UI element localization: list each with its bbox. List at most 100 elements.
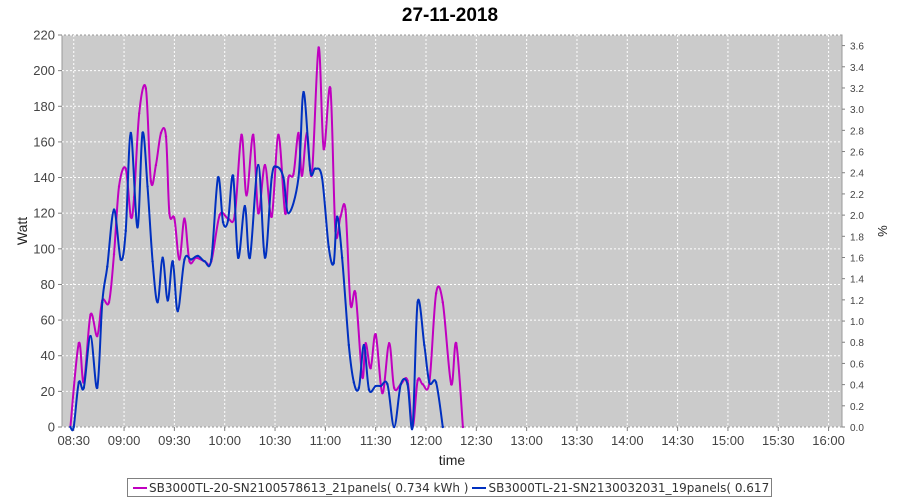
y2-tick-label: 1.4 [850, 275, 864, 286]
y2-tick-label: 1.6 [850, 253, 864, 264]
data-point-series-1 [112, 252, 116, 256]
data-point-series-2 [183, 258, 186, 261]
data-point-series-1 [154, 163, 158, 167]
y-tick-label: 120 [33, 206, 55, 221]
data-point-series-1 [322, 147, 325, 151]
data-point-series-2 [386, 383, 389, 386]
data-point-series-1 [270, 215, 273, 218]
x-tick-label: 11:00 [310, 433, 342, 448]
y-tick-label: 40 [41, 348, 55, 363]
x-tick-label: 10:00 [208, 433, 241, 448]
data-point-series-1 [149, 179, 153, 183]
gridlines [62, 34, 842, 428]
data-point-series-1 [287, 176, 290, 179]
data-point-series-2 [129, 131, 132, 135]
data-point-series-1 [297, 131, 300, 135]
data-point-series-2 [156, 301, 159, 304]
data-point-series-2 [171, 260, 174, 263]
data-point-series-2 [176, 309, 179, 313]
data-point-series-2 [166, 299, 169, 302]
data-point-series-1 [441, 301, 444, 304]
legend-swatch-series-2 [472, 486, 487, 489]
data-point-series-2 [275, 165, 278, 169]
y2-tick-label: 0.6 [850, 359, 864, 370]
y-axis-right: 0.0 0.2 0.4 0.6 0.8 1.0 1.2 1.4 1.6 1.8 2.0 2.2 2.4 2… [842, 42, 864, 434]
y2-tick-label: 2.4 [850, 169, 864, 180]
x-tick-label: 12:00 [410, 433, 443, 448]
y2-tick-label: 0.8 [850, 338, 864, 349]
y2-tick-label: 1.0 [850, 317, 864, 328]
data-point-series-1 [369, 367, 372, 370]
data-point-series-1 [349, 302, 352, 306]
data-point-series-2 [374, 384, 377, 388]
plot-area [61, 34, 843, 428]
data-point-series-2 [72, 425, 75, 429]
data-point-series-1 [329, 87, 332, 90]
data-point-series-2 [243, 204, 247, 208]
data-point-series-2 [347, 343, 351, 347]
y-tick-label: 0 [48, 420, 55, 435]
data-point-series-2 [203, 260, 206, 263]
y2-tick-label: 2.0 [850, 211, 864, 222]
x-tick-label: 13:30 [561, 433, 594, 448]
data-point-series-1 [387, 342, 391, 345]
data-point-series-1 [292, 172, 295, 176]
data-point-series-2 [309, 169, 312, 172]
data-point-series-2 [270, 176, 273, 179]
data-point-series-2 [332, 261, 335, 265]
data-point-series-1 [361, 375, 364, 379]
data-point-series-2 [287, 211, 290, 215]
data-point-series-1 [124, 167, 127, 170]
y2-tick-label: 2.2 [850, 190, 864, 201]
data-point-series-2 [428, 381, 431, 384]
legend-item: SB3000TL-21-SN2130032031_19panels( 0.617… [472, 480, 771, 495]
data-point-series-2 [423, 343, 426, 347]
data-point-series-2 [119, 258, 122, 261]
data-point-series-1 [283, 211, 287, 215]
data-point-series-1 [183, 217, 186, 220]
data-point-series-2 [196, 254, 200, 258]
data-point-series-2 [441, 425, 444, 429]
data-point-series-2 [352, 381, 356, 384]
data-point-series-2 [161, 256, 164, 259]
y-tick-label: 200 [33, 63, 55, 78]
data-point-series-1 [344, 208, 347, 211]
x-tick-label: 15:30 [762, 433, 795, 448]
chart-title: 27-11-2018 [402, 5, 498, 26]
data-point-series-2 [263, 256, 267, 259]
data-point-series-2 [89, 334, 92, 338]
data-point-series-2 [231, 174, 235, 177]
data-point-series-2 [379, 384, 382, 388]
legend-label-series-2: SB3000TL-21-SN2130032031_19panels( 0.617… [488, 480, 771, 495]
data-point-series-2 [101, 301, 104, 304]
data-point-series-1 [354, 292, 357, 295]
data-point-series-1 [77, 342, 80, 345]
data-point-series-1 [164, 135, 168, 138]
data-point-series-1 [374, 333, 377, 336]
chart-legend: SB3000TL-20-SN2100578613_21panels( 0.734… [127, 478, 772, 497]
data-point-series-2 [77, 381, 80, 384]
data-point-series-2 [112, 208, 116, 211]
legend-item: SB3000TL-20-SN2100578613_21panels( 0.734… [133, 481, 468, 495]
data-point-series-2 [151, 260, 154, 263]
y-tick-label: 160 [33, 134, 55, 149]
data-point-series-2 [320, 176, 324, 179]
data-point-series-1 [449, 383, 453, 386]
data-point-series-2 [314, 167, 317, 170]
data-point-series-2 [82, 386, 86, 389]
x-tick-label: 09:30 [158, 433, 191, 448]
series-line-1 [69, 46, 464, 428]
x-tick-label: 15:00 [712, 433, 745, 448]
y2-tick-label: 3.0 [850, 105, 864, 116]
data-point-series-2 [362, 343, 366, 347]
x-tick-label: 16:00 [812, 433, 845, 448]
legend-label-series-1: SB3000TL-20-SN2100578613_21panels( 0.734… [149, 480, 469, 495]
data-point-series-2 [406, 383, 409, 386]
legend-swatch-series-1 [133, 486, 147, 489]
data-point-series-1 [245, 194, 248, 197]
data-point-series-2 [357, 386, 361, 389]
x-tick-label: 08:30 [57, 433, 90, 448]
data-point-series-2 [416, 301, 419, 304]
y2-axis-label: % [875, 225, 890, 237]
data-point-series-1 [240, 133, 243, 136]
